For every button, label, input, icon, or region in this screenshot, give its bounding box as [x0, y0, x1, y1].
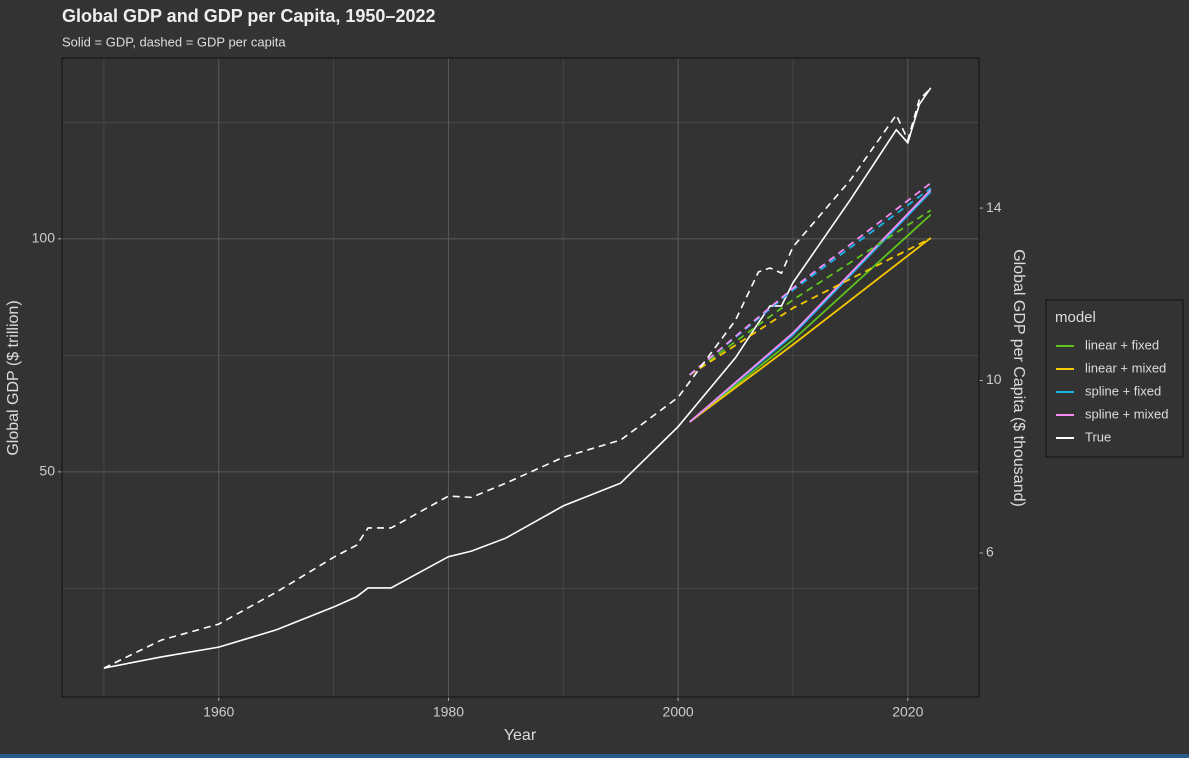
series-line	[103, 87, 932, 669]
series-line	[689, 189, 932, 423]
series-line	[103, 87, 932, 669]
plot-border	[61, 57, 980, 698]
legend-label: spline + mixed	[1085, 406, 1168, 421]
series-line	[689, 182, 932, 376]
series-line	[689, 209, 932, 376]
series-line	[689, 213, 932, 423]
x-tick-label: 2020	[892, 704, 923, 720]
y-tick-label: 50	[39, 463, 55, 479]
bottom-strip	[0, 754, 1189, 758]
x-tick-label: 2000	[663, 704, 694, 720]
y2-tick-label: 6	[986, 544, 994, 560]
series-line	[689, 187, 932, 376]
chart-subtitle: Solid = GDP, dashed = GDP per capita	[62, 34, 286, 49]
y-axis-label: Global GDP ($ trillion)	[5, 300, 22, 455]
series-line	[689, 237, 932, 423]
legend-box	[1045, 299, 1184, 458]
y2-tick-label: 14	[986, 199, 1002, 215]
x-axis-label: Year	[504, 727, 537, 744]
plot-panel	[62, 58, 979, 697]
y-tick-label: 100	[32, 230, 56, 246]
x-tick-label: 1960	[203, 704, 234, 720]
legend-label: spline + fixed	[1085, 383, 1161, 398]
legend-label: linear + mixed	[1085, 360, 1166, 375]
legend-label: True	[1085, 429, 1111, 444]
series-line	[689, 237, 932, 376]
x-tick-label: 1980	[433, 704, 464, 720]
y2-axis-label: Global GDP per Capita ($ thousand)	[1010, 249, 1027, 507]
legend-title: model	[1055, 309, 1096, 326]
chart-title: Global GDP and GDP per Capita, 1950–2022	[62, 6, 436, 26]
legend-label: linear + fixed	[1085, 337, 1159, 352]
y2-tick-label: 10	[986, 371, 1002, 387]
